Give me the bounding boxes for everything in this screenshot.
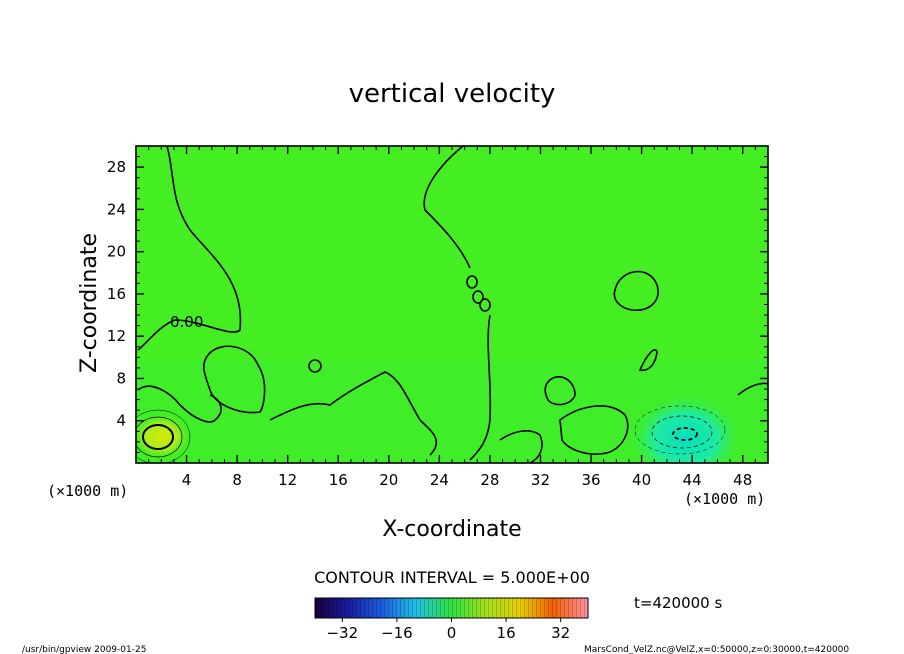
y-tick-label: 16 xyxy=(107,285,126,303)
y-tick-label: 8 xyxy=(116,369,126,387)
positive-cell-contours xyxy=(136,409,191,463)
time-label: t=420000 s xyxy=(634,594,722,612)
x-tick-label: 32 xyxy=(531,471,550,489)
x-tick-label: 4 xyxy=(182,471,192,489)
colorbar-tick-label: 16 xyxy=(497,624,516,642)
x-axis-label: X-coordinate xyxy=(382,517,521,542)
footer-left: /usr/bin/gpview 2009-01-25 xyxy=(22,645,146,654)
footer-right: MarsCond_VelZ.nc@VelZ,x=0:50000,z=0:3000… xyxy=(584,645,849,654)
colorbar-stripes xyxy=(315,598,588,618)
x-tick-label: 24 xyxy=(430,471,449,489)
x-tick-label: 48 xyxy=(733,471,752,489)
x-tick-label: 44 xyxy=(683,471,702,489)
contour-interval-text: CONTOUR INTERVAL = 5.000E+00 xyxy=(314,568,590,587)
negative-cell-contours xyxy=(634,405,726,455)
y-tick-label: 24 xyxy=(107,200,126,218)
y-tick-label: 12 xyxy=(107,327,126,345)
plot-area xyxy=(136,146,768,463)
x-unit-left: (×1000 m) xyxy=(47,482,128,500)
y-tick-label: 4 xyxy=(116,412,126,430)
colorbar-tick-label: −16 xyxy=(381,624,413,642)
y-tick-label: 28 xyxy=(107,158,126,176)
colorbar-tick-label: 32 xyxy=(551,624,570,642)
x-tick-label: 8 xyxy=(232,471,242,489)
x-tick-label: 40 xyxy=(632,471,651,489)
x-tick-label: 36 xyxy=(581,471,600,489)
contour-label: 0.00 xyxy=(170,313,203,331)
chart-title: vertical velocity xyxy=(349,79,556,109)
x-tick-label: 28 xyxy=(480,471,499,489)
y-tick-label: 20 xyxy=(107,243,126,261)
x-unit-right: (×1000 m) xyxy=(684,490,765,508)
x-tick-label: 12 xyxy=(278,471,297,489)
x-tick-label: 16 xyxy=(329,471,348,489)
colorbar: −32 −16 0 16 32 xyxy=(314,597,589,642)
colorbar-tick-label: 0 xyxy=(447,624,457,642)
x-tick-label: 20 xyxy=(379,471,398,489)
colorbar-tick-label: −32 xyxy=(326,624,358,642)
y-axis-label: Z-coordinate xyxy=(77,233,102,373)
contour-lines xyxy=(137,146,768,463)
